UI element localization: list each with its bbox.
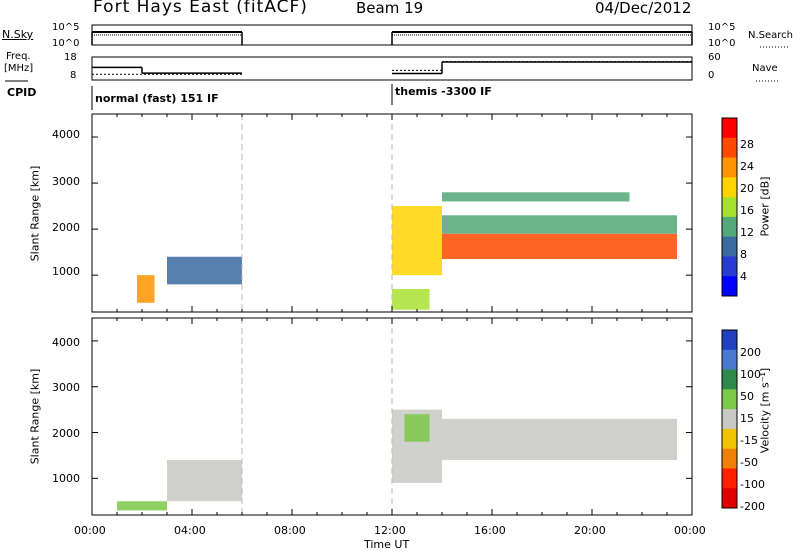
power-cbar-tick: 20 [740, 182, 754, 195]
cpid-label-themis: themis -3300 IF [395, 85, 492, 98]
velocity-colorbar-swatch [722, 488, 737, 509]
velocity-ytick: 4000 [52, 336, 80, 349]
cpid-label: CPID [7, 86, 37, 99]
x-tick-label: 00:00 [674, 524, 706, 537]
power-colorbar-swatch [722, 236, 737, 257]
power-echo-region [442, 233, 677, 260]
velocity-echo-region [404, 414, 430, 442]
nsearch-label: N.Search [748, 30, 794, 41]
velocity-ytick: 2000 [52, 427, 80, 440]
velocity-cbar-tick: -15 [740, 434, 758, 447]
x-tick-label: 20:00 [574, 524, 606, 537]
power-echo-region [137, 275, 155, 303]
velocity-cbar-tick: -50 [740, 456, 758, 469]
power-ytick: 1000 [52, 265, 80, 278]
nave-label: Nave [752, 63, 778, 74]
x-tick-label: 08:00 [274, 524, 306, 537]
nsearch-tick-low: 10^0 [708, 38, 736, 49]
power-colorbar-frame [721, 117, 738, 297]
power-cbar-tick: 24 [740, 160, 754, 173]
power-colorbar-swatch [722, 197, 737, 218]
velocity-cbar-tick: -100 [740, 478, 765, 491]
date-title: 04/Dec/2012 [595, 0, 692, 17]
velocity-cbar-tick: 100 [740, 368, 761, 381]
power-ytick: 3000 [52, 175, 80, 188]
velocity-echo-region [442, 418, 677, 461]
power-cbar-tick: 8 [740, 248, 747, 261]
power-echo-region [442, 192, 630, 202]
power-echo-region [167, 256, 242, 285]
beam-title: Beam 19 [356, 0, 424, 17]
nsky-tick-high: 10^5 [52, 22, 80, 33]
x-tick-label: 04:00 [174, 524, 206, 537]
power-ytick: 4000 [52, 128, 80, 141]
power-colorbar-swatch [722, 177, 737, 198]
freq-panel-frame [91, 56, 693, 81]
x-tick-label: 16:00 [474, 524, 506, 537]
velocity-colorbar-swatch [722, 330, 737, 351]
nsearch-tick-high: 10^5 [708, 22, 736, 33]
velocity-cbar-tick: 50 [740, 390, 754, 403]
freq-tick-low: 8 [70, 70, 77, 81]
velocity-colorbar-swatch [722, 389, 737, 410]
velocity-cbar-tick: 200 [740, 346, 761, 359]
velocity-colorbar-swatch [722, 409, 737, 430]
nave-tick-low: 0 [708, 70, 715, 81]
cpid-label-normal: normal (fast) 151 IF [95, 92, 219, 105]
power-cbar-tick: 12 [740, 226, 754, 239]
power-cbar-tick: 28 [740, 138, 754, 151]
nsky-tick-low: 10^0 [52, 38, 80, 49]
power-cbar-tick: 16 [740, 204, 754, 217]
station-title: Fort Hays East (fitACF) [93, 0, 308, 17]
velocity-colorbar-frame [721, 329, 738, 509]
nsky-label: N.Sky [2, 28, 34, 41]
nave-tick-high: 60 [708, 52, 721, 63]
power-cbar-tick: 4 [740, 270, 747, 283]
velocity-cbar-tick: -200 [740, 500, 765, 513]
power-colorbar-swatch [722, 157, 737, 178]
power-colorbar-swatch [722, 276, 737, 297]
x-tick-label: 12:00 [374, 524, 406, 537]
x-axis-label: Time UT [364, 538, 410, 551]
power-colorbar-swatch [722, 216, 737, 238]
power-echo-region [392, 288, 430, 310]
power-echo-region [442, 215, 677, 234]
velocity-colorbar-swatch [722, 349, 737, 371]
velocity-ytick: 3000 [52, 381, 80, 394]
velocity-cbar-tick: 15 [740, 412, 754, 425]
power-ytick: 2000 [52, 221, 80, 234]
velocity-echo-region [167, 460, 242, 502]
power-colorbar-swatch [722, 256, 737, 277]
velocity-colorbar-swatch [722, 428, 737, 450]
velocity-colorbar-swatch [722, 448, 737, 469]
freq-tick-high: 18 [64, 52, 77, 63]
power-colorbar-swatch [722, 137, 737, 159]
power-colorbar-swatch [722, 118, 737, 139]
velocity-ytick: 1000 [52, 472, 80, 485]
freq-label-line1: Freq. [6, 51, 31, 62]
velocity-colorbar-swatch [722, 468, 737, 489]
x-tick-label: 00:00 [74, 524, 106, 537]
power-echo-region [392, 206, 442, 276]
velocity-colorbar-swatch [722, 369, 737, 390]
velocity-echo-region [117, 501, 167, 511]
freq-label-line2: [MHz] [4, 63, 34, 74]
